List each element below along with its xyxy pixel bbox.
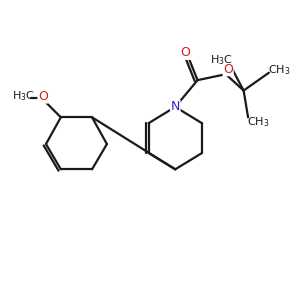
- Text: H$_3$C: H$_3$C: [12, 90, 35, 104]
- Text: CH$_3$: CH$_3$: [268, 63, 290, 77]
- Text: CH$_3$: CH$_3$: [247, 115, 270, 129]
- Text: O: O: [181, 46, 190, 59]
- Text: N: N: [171, 100, 180, 113]
- Text: O: O: [223, 63, 233, 76]
- Text: H$_3$C: H$_3$C: [210, 53, 233, 67]
- Text: O: O: [38, 90, 48, 103]
